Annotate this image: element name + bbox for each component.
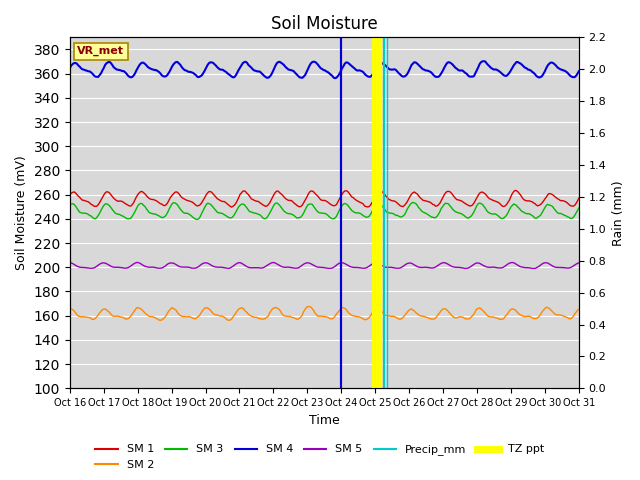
SM 4 [235,67,243,73]
SM 1 [218,198,225,204]
SM 2 [550,310,557,315]
SM 1 [376,188,384,193]
Line: SM 5: SM 5 [70,263,579,268]
SM 4 [129,74,136,80]
SM 5 [290,265,298,271]
Line: SM 3: SM 3 [70,203,579,219]
SM 3 [66,202,74,208]
SM 2 [129,312,136,317]
SM 2 [66,305,74,311]
SM 4 [218,67,225,72]
SM 5 [129,262,136,268]
SM 4 [331,75,339,81]
Text: VR_met: VR_met [77,46,124,56]
Line: SM 4: SM 4 [70,61,579,78]
SM 5 [219,264,227,270]
Line: SM 1: SM 1 [70,191,579,207]
SM 1 [575,195,582,201]
Title: Soil Moisture: Soil Moisture [271,15,378,33]
SM 3 [129,214,136,219]
SM 5 [134,260,141,265]
SM 2 [244,312,252,317]
Legend: SM 1, SM 2, SM 3, SM 4, SM 5, Precip_mm, TZ ppt: SM 1, SM 2, SM 3, SM 4, SM 5, Precip_mm,… [91,440,549,474]
SM 3 [409,200,417,205]
SM 3 [575,205,582,211]
SM 2 [305,303,313,309]
SM 3 [193,216,201,222]
SM 3 [244,207,252,213]
SM 3 [219,211,227,216]
SM 4 [550,60,557,66]
SM 1 [236,192,244,197]
Y-axis label: Rain (mm): Rain (mm) [612,180,625,246]
SM 2 [218,313,225,319]
SM 4 [289,68,296,73]
SM 5 [236,260,244,265]
SM 5 [550,264,557,269]
SM 4 [575,68,582,74]
SM 3 [290,213,298,218]
SM 5 [244,264,252,270]
Y-axis label: Soil Moisture (mV): Soil Moisture (mV) [15,156,28,270]
SM 1 [66,192,74,198]
SM 1 [550,192,557,198]
SM 1 [228,204,236,210]
SM 5 [575,260,582,266]
SM 3 [236,203,244,208]
SM 2 [236,305,244,311]
SM 2 [225,317,232,323]
X-axis label: Time: Time [309,414,340,427]
SM 1 [129,202,136,207]
SM 4 [480,58,488,64]
SM 2 [290,315,298,321]
SM 5 [66,260,74,265]
SM 3 [550,204,557,210]
SM 4 [66,65,74,71]
SM 5 [461,265,469,271]
SM 2 [575,306,582,312]
Line: SM 2: SM 2 [70,306,579,320]
SM 1 [244,192,252,198]
SM 4 [243,60,251,66]
SM 1 [290,200,298,206]
